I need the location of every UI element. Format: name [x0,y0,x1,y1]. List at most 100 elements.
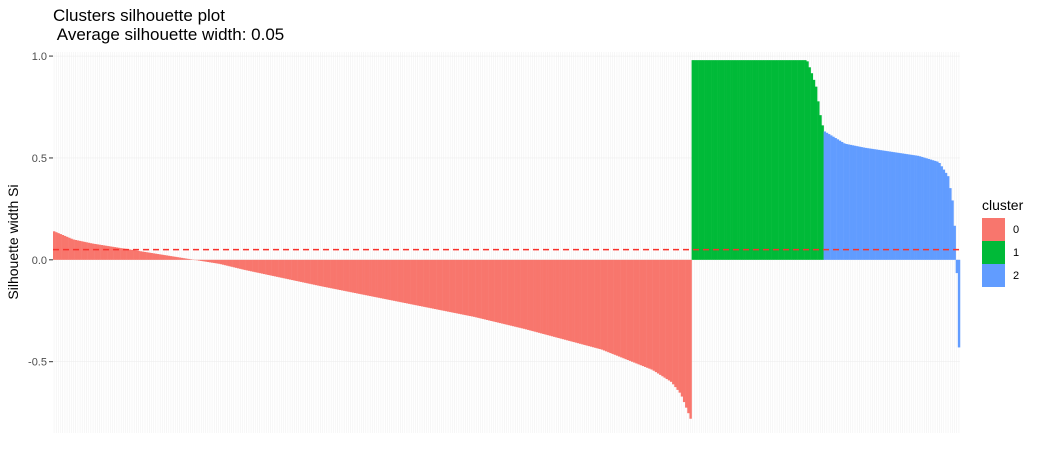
silhouette-bar-cluster-2 [944,172,948,260]
silhouette-bar-cluster-0 [349,259,352,293]
silhouette-bar-cluster-0 [449,259,452,313]
silhouette-bar-cluster-0 [412,259,415,305]
silhouette-bar-cluster-0 [594,259,597,348]
silhouette-bar-cluster-1 [810,73,814,260]
legend-key-cluster-2 [982,264,1005,287]
silhouette-bar-cluster-0 [574,259,578,343]
silhouette-bar-cluster-2 [845,143,848,260]
silhouette-bar-cluster-0 [522,259,526,329]
silhouette-bar-cluster-2 [856,146,859,260]
silhouette-bar-cluster-0 [600,259,604,350]
silhouette-bar-cluster-0 [180,257,184,260]
silhouette-bar-cluster-0 [654,259,658,373]
silhouette-bar-cluster-0 [678,259,682,393]
silhouette-bar-cluster-0 [65,236,69,260]
silhouette-bar-cluster-0 [113,247,117,260]
silhouette-bar-cluster-0 [319,259,322,287]
silhouette-bar-cluster-0 [55,232,58,260]
silhouette-bar-cluster-0 [178,257,181,260]
silhouette-bar-cluster-1 [784,60,788,260]
silhouette-bar-cluster-1 [702,60,705,260]
silhouette-bar-cluster-0 [366,259,370,296]
silhouette-bar-cluster-0 [57,233,60,260]
silhouette-bar-cluster-1 [693,60,697,260]
silhouette-bar-cluster-0 [169,256,173,260]
silhouette-bar-cluster-1 [745,60,749,260]
silhouette-bar-cluster-0 [148,252,151,260]
silhouette-bar-cluster-0 [345,259,348,292]
silhouette-bar-cluster-0 [503,259,506,325]
silhouette-bar-cluster-0 [122,248,125,260]
silhouette-bar-cluster-0 [388,259,391,300]
silhouette-bar-cluster-0 [527,259,530,330]
silhouette-bar-cluster-0 [537,259,541,333]
silhouette-bar-cluster-1 [817,101,820,260]
silhouette-bar-cluster-0 [563,259,567,340]
silhouette-bar-cluster-1 [771,60,775,260]
silhouette-bar-cluster-0 [211,259,214,263]
silhouette-bar-cluster-0 [624,259,627,360]
silhouette-bar-cluster-0 [53,231,56,260]
silhouette-bar-cluster-0 [555,259,558,338]
silhouette-bar-cluster-1 [788,60,792,260]
chart-subtitle: Average silhouette width: 0.05 [53,25,284,44]
silhouette-bar-cluster-0 [126,249,130,260]
silhouette-bar-cluster-0 [466,259,469,316]
silhouette-bar-cluster-0 [351,259,355,293]
silhouette-bar-cluster-2 [873,149,876,260]
silhouette-bar-cluster-0 [492,259,495,322]
silhouette-bar-cluster-2 [914,155,917,260]
silhouette-bar-cluster-2 [953,225,956,260]
silhouette-bar-cluster-0 [520,259,523,329]
silhouette-bar-cluster-0 [135,250,138,260]
silhouette-bar-cluster-0 [243,259,246,270]
silhouette-bar-cluster-0 [373,259,376,297]
silhouette-bar-cluster-0 [459,259,463,315]
silhouette-bar-cluster-2 [853,145,857,260]
silhouette-bar-cluster-0 [291,259,294,281]
silhouette-bar-cluster-1 [799,60,803,260]
bars-layer [53,60,961,419]
silhouette-bar-cluster-0 [204,259,207,262]
silhouette-bar-cluster-2 [858,146,861,260]
silhouette-bar-cluster-0 [150,252,153,260]
silhouette-bar-cluster-1 [695,60,699,260]
silhouette-bar-cluster-2 [905,154,909,260]
silhouette-bar-cluster-0 [232,259,236,268]
silhouette-bar-cluster-0 [507,259,510,326]
silhouette-bar-cluster-1 [730,60,733,260]
silhouette-bar-cluster-0 [481,259,485,319]
silhouette-bar-cluster-0 [661,259,664,377]
silhouette-bar-cluster-1 [804,60,807,260]
silhouette-bar-cluster-0 [89,243,93,260]
silhouette-bar-cluster-2 [888,151,891,260]
silhouette-bar-cluster-0 [505,259,508,325]
silhouette-bar-cluster-0 [535,259,539,333]
silhouette-bar-cluster-2 [923,157,926,260]
silhouette-bar-cluster-0 [213,259,216,264]
silhouette-bar-cluster-0 [102,245,106,260]
silhouette-bar-cluster-0 [548,259,552,336]
silhouette-bar-cluster-1 [776,60,779,260]
silhouette-bar-cluster-2 [875,149,878,260]
silhouette-bar-cluster-0 [592,259,595,348]
silhouette-bar-cluster-0 [392,259,396,301]
silhouette-bar-cluster-0 [304,259,307,283]
silhouette-bar-cluster-0 [516,259,519,328]
silhouette-bar-cluster-0 [189,259,192,260]
silhouette-bar-cluster-0 [423,259,426,307]
silhouette-bar-cluster-0 [561,259,565,340]
silhouette-bar-cluster-0 [501,259,504,324]
silhouette-bar-cluster-0 [208,259,212,263]
silhouette-bar-cluster-0 [338,259,342,290]
silhouette-bar-cluster-0 [167,255,171,260]
silhouette-bar-cluster-0 [217,259,220,264]
silhouette-bar-cluster-0 [687,259,690,414]
silhouette-bar-cluster-0 [498,259,502,324]
silhouette-bar-cluster-2 [836,139,840,260]
silhouette-bar-cluster-2 [864,147,868,260]
legend-label-cluster-2: 2 [1013,270,1019,282]
silhouette-bar-cluster-1 [801,60,805,260]
silhouette-bar-cluster-2 [882,150,885,260]
silhouette-bar-cluster-0 [96,244,99,260]
